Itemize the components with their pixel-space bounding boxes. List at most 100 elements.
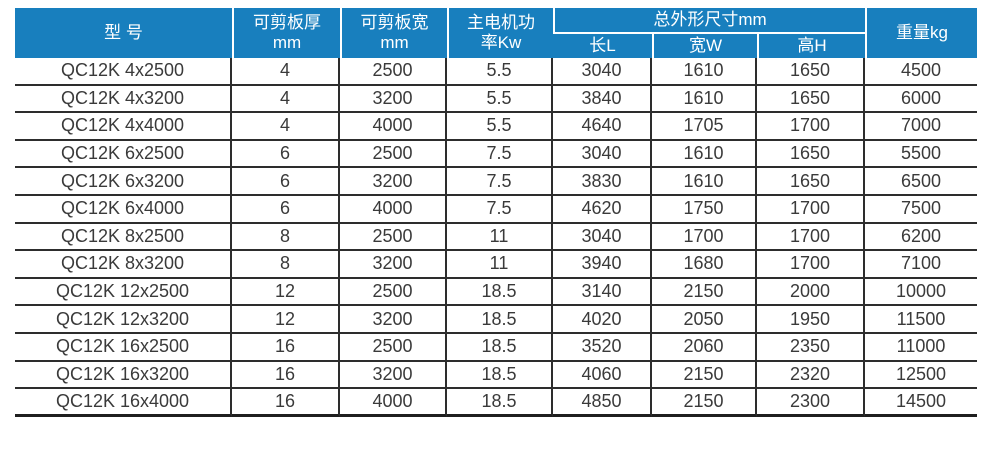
value-cell: 4000 [340, 389, 447, 417]
value-cell: 2060 [652, 333, 757, 362]
value-cell: 3140 [553, 278, 652, 307]
value-cell: 4850 [553, 389, 652, 417]
value-cell: 2500 [340, 278, 447, 307]
value-cell: 4640 [553, 113, 652, 141]
col-header-dim-length: 长L [553, 34, 652, 58]
value-cell: 6 [232, 168, 340, 196]
value-cell: 3040 [553, 140, 652, 169]
value-cell: 5.5 [447, 85, 553, 114]
value-cell: 3940 [553, 251, 652, 279]
value-cell: 12 [232, 278, 340, 307]
table-row: QC12K 12x3200 12 3200 18.5 4020 2050 1950 11500 [15, 306, 978, 334]
value-cell: 8 [232, 223, 340, 252]
col-header-model: 型 号 [15, 8, 232, 58]
value-cell: 1650 [757, 168, 866, 196]
value-cell: 6200 [865, 223, 978, 252]
value-cell: 1680 [652, 251, 757, 279]
col-header-power-line1: 主电机功 [467, 13, 535, 32]
table-body: QC12K 4x2500 4 2500 5.5 3040 1610 1650 4500 QC12… [15, 58, 978, 417]
model-cell: QC12K 16x2500 [15, 333, 232, 362]
table-header: 型 号 可剪板厚 mm 可剪板宽 mm 主电机功 率Kw 总外形尺寸mm 重量k… [15, 8, 978, 58]
value-cell: 4500 [865, 58, 978, 86]
value-cell: 3200 [340, 168, 447, 196]
model-cell: QC12K 16x3200 [15, 361, 232, 390]
value-cell: 18.5 [447, 389, 553, 417]
value-cell: 5.5 [447, 113, 553, 141]
value-cell: 1650 [757, 140, 866, 169]
value-cell: 10000 [865, 278, 978, 307]
value-cell: 4000 [340, 113, 447, 141]
value-cell: 11000 [865, 333, 978, 362]
model-cell: QC12K 6x2500 [15, 140, 232, 169]
value-cell: 3200 [340, 251, 447, 279]
value-cell: 3830 [553, 168, 652, 196]
table-row: QC12K 4x2500 4 2500 5.5 3040 1610 1650 4500 [15, 58, 978, 86]
model-cell: QC12K 16x4000 [15, 389, 232, 417]
table-row: QC12K 6x2500 6 2500 7.5 3040 1610 1650 5500 [15, 140, 978, 169]
value-cell: 3840 [553, 85, 652, 114]
value-cell: 1610 [652, 168, 757, 196]
value-cell: 1610 [652, 58, 757, 86]
value-cell: 18.5 [447, 278, 553, 307]
model-cell: QC12K 6x3200 [15, 168, 232, 196]
value-cell: 7100 [865, 251, 978, 279]
value-cell: 4 [232, 113, 340, 141]
model-cell: QC12K 6x4000 [15, 195, 232, 224]
table-row: QC12K 6x3200 6 3200 7.5 3830 1610 1650 6500 [15, 168, 978, 196]
table-row: QC12K 4x4000 4 4000 5.5 4640 1705 1700 7000 [15, 113, 978, 141]
value-cell: 1700 [652, 223, 757, 252]
value-cell: 1610 [652, 140, 757, 169]
value-cell: 2150 [652, 361, 757, 390]
value-cell: 6500 [865, 168, 978, 196]
value-cell: 18.5 [447, 333, 553, 362]
value-cell: 3200 [340, 306, 447, 334]
table-row: QC12K 16x3200 16 3200 18.5 4060 2150 2320 12500 [15, 361, 978, 390]
value-cell: 2150 [652, 389, 757, 417]
table-row: QC12K 6x4000 6 4000 7.5 4620 1750 1700 7500 [15, 195, 978, 224]
value-cell: 2320 [757, 361, 866, 390]
value-cell: 1700 [757, 195, 866, 224]
model-cell: QC12K 4x4000 [15, 113, 232, 141]
value-cell: 11500 [865, 306, 978, 334]
value-cell: 4620 [553, 195, 652, 224]
col-header-dimensions-group: 总外形尺寸mm [553, 8, 866, 34]
value-cell: 3520 [553, 333, 652, 362]
value-cell: 4000 [340, 195, 447, 224]
value-cell: 7500 [865, 195, 978, 224]
col-header-power-line2: 率Kw [480, 33, 522, 52]
value-cell: 14500 [865, 389, 978, 417]
value-cell: 4 [232, 58, 340, 86]
value-cell: 6000 [865, 85, 978, 114]
model-cell: QC12K 4x2500 [15, 58, 232, 86]
value-cell: 8 [232, 251, 340, 279]
col-header-thickness-line1: 可剪板厚 [253, 13, 321, 32]
value-cell: 1700 [757, 251, 866, 279]
value-cell: 2500 [340, 58, 447, 86]
table-row: QC12K 16x4000 16 4000 18.5 4850 2150 2300 14500 [15, 389, 978, 417]
value-cell: 2300 [757, 389, 866, 417]
table-row: QC12K 16x2500 16 2500 18.5 3520 2060 2350 11000 [15, 333, 978, 362]
value-cell: 1705 [652, 113, 757, 141]
value-cell: 1700 [757, 223, 866, 252]
model-cell: QC12K 12x3200 [15, 306, 232, 334]
value-cell: 16 [232, 361, 340, 390]
value-cell: 11 [447, 251, 553, 279]
value-cell: 4020 [553, 306, 652, 334]
col-header-width: 可剪板宽 mm [340, 8, 447, 58]
value-cell: 2500 [340, 223, 447, 252]
model-cell: QC12K 8x3200 [15, 251, 232, 279]
value-cell: 1950 [757, 306, 866, 334]
value-cell: 5.5 [447, 58, 553, 86]
value-cell: 7000 [865, 113, 978, 141]
col-header-weight: 重量kg [865, 8, 978, 58]
value-cell: 12 [232, 306, 340, 334]
col-header-dim-width: 宽W [652, 34, 757, 58]
value-cell: 7.5 [447, 140, 553, 169]
value-cell: 2500 [340, 140, 447, 169]
value-cell: 2350 [757, 333, 866, 362]
col-header-width-line1: 可剪板宽 [360, 13, 429, 32]
value-cell: 16 [232, 389, 340, 417]
value-cell: 11 [447, 223, 553, 252]
col-header-width-line2: mm [380, 33, 409, 52]
value-cell: 1700 [757, 113, 866, 141]
